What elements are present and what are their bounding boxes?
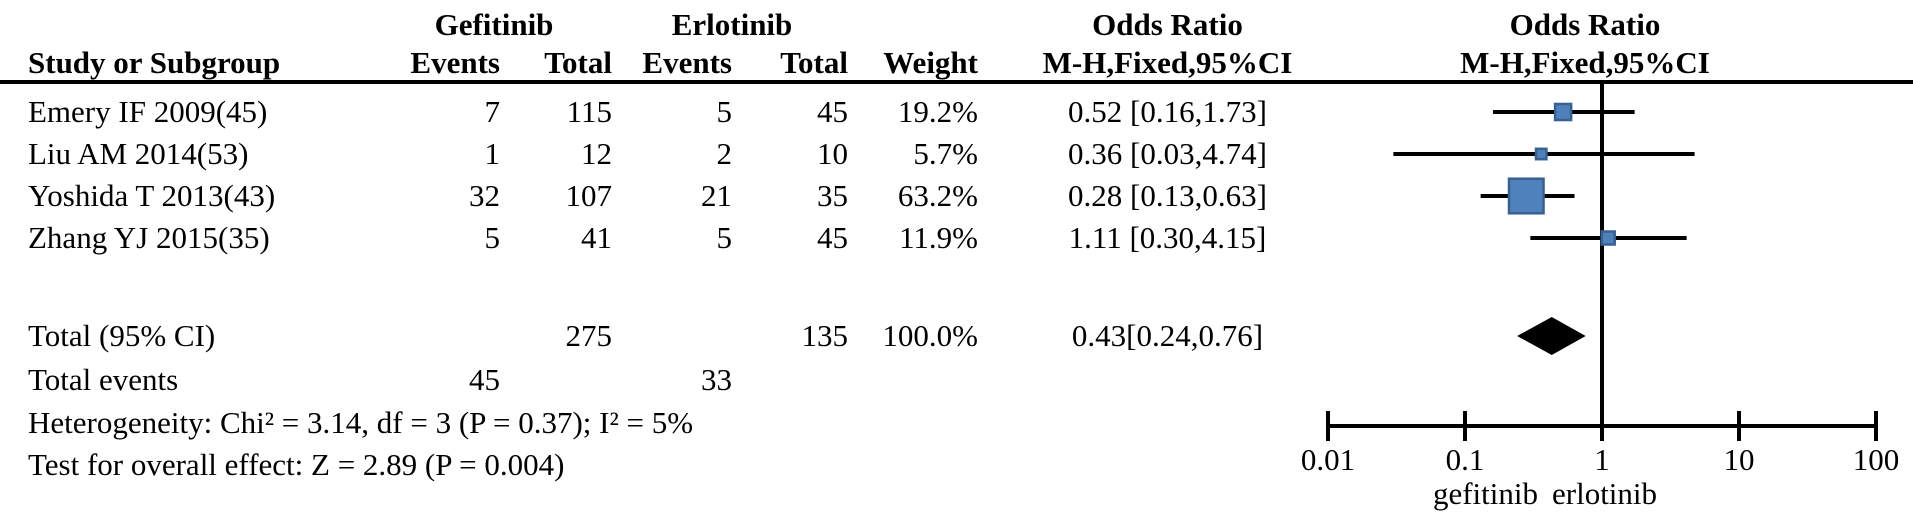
table-row: Yoshida T 2013(43) 32 107 21 35 63.2% 0.… xyxy=(0,177,1913,215)
study-label: Zhang YJ 2015(35) xyxy=(28,220,270,255)
weight-value: 5.7% xyxy=(913,136,978,171)
erl-events: 5 xyxy=(716,220,733,255)
total-row: Total (95% CI) 275 135 100.0% 0.43[0.24,… xyxy=(0,317,1913,355)
erl-events: 21 xyxy=(701,178,732,213)
gef-total: 107 xyxy=(565,178,613,213)
total-weight: 100.0% xyxy=(882,318,978,353)
overall-effect-text: Test for overall effect: Z = 2.89 (P = 0… xyxy=(28,447,565,482)
gef-total: 115 xyxy=(566,94,612,129)
total-label: Total (95% CI) xyxy=(28,318,216,353)
erl-events: 2 xyxy=(716,136,733,171)
gef-events: 5 xyxy=(484,220,501,255)
odds-ratio-title-plot: Odds Ratio xyxy=(1509,7,1661,42)
or-ci-value: 0.52 [0.16,1.73] xyxy=(1068,94,1267,129)
table-row: Emery IF 2009(45) 7 115 5 45 19.2% 0.52 … xyxy=(0,93,1913,131)
or-ci-value: 0.28 [0.13,0.63] xyxy=(1068,178,1267,213)
gef-events: 32 xyxy=(469,178,500,213)
column-header-row: Study or Subgroup Events Total Events To… xyxy=(0,44,1913,82)
col-header-erl-events: Events xyxy=(642,45,732,80)
overall-effect-row: Test for overall effect: Z = 2.89 (P = 0… xyxy=(0,446,1913,484)
erl-total: 35 xyxy=(817,178,848,213)
total-events-gefitinib: 45 xyxy=(469,362,500,397)
weight-value: 63.2% xyxy=(897,178,978,213)
group-header-erlotinib: Erlotinib xyxy=(671,7,793,42)
total-events-label: Total events xyxy=(28,362,179,397)
weight-value: 19.2% xyxy=(897,94,978,129)
gef-events: 7 xyxy=(484,94,501,129)
erl-events: 5 xyxy=(716,94,733,129)
table-row: Zhang YJ 2015(35) 5 41 5 45 11.9% 1.11 [… xyxy=(0,219,1913,257)
total-erl-total: 135 xyxy=(801,318,849,353)
total-events-erlotinib: 33 xyxy=(701,362,732,397)
study-label: Emery IF 2009(45) xyxy=(28,94,268,129)
group-header-gefitinib: Gefitinib xyxy=(434,7,554,42)
erl-total: 45 xyxy=(817,94,848,129)
col-header-method-text: M-H,Fixed,95%CI xyxy=(1042,45,1293,80)
total-gef-total: 275 xyxy=(565,318,613,353)
col-header-study: Study or Subgroup xyxy=(28,45,281,80)
erl-total: 10 xyxy=(817,136,848,171)
study-label: Yoshida T 2013(43) xyxy=(28,178,276,213)
gef-total: 41 xyxy=(581,220,612,255)
total-or-ci: 0.43[0.24,0.76] xyxy=(1071,318,1264,353)
gef-total: 12 xyxy=(581,136,612,171)
col-header-method-plot: M-H,Fixed,95%CI xyxy=(1460,45,1710,80)
or-ci-value: 0.36 [0.03,4.74] xyxy=(1068,136,1267,171)
col-header-gef-events: Events xyxy=(410,45,500,80)
col-header-erl-total: Total xyxy=(780,45,848,80)
heterogeneity-text: Heterogeneity: Chi² = 3.14, df = 3 (P = … xyxy=(28,405,694,440)
odds-ratio-title-text: Odds Ratio xyxy=(1092,7,1243,42)
erl-total: 45 xyxy=(817,220,848,255)
col-header-weight: Weight xyxy=(883,45,978,80)
study-label: Liu AM 2014(53) xyxy=(28,136,249,171)
gef-events: 1 xyxy=(484,136,501,171)
table-row: Liu AM 2014(53) 1 12 2 10 5.7% 0.36 [0.0… xyxy=(0,135,1913,173)
group-header-row: Gefitinib Erlotinib Odds Ratio Odds Rati… xyxy=(0,6,1913,44)
heterogeneity-row: Heterogeneity: Chi² = 3.14, df = 3 (P = … xyxy=(0,404,1913,442)
col-header-gef-total: Total xyxy=(544,45,612,80)
or-ci-value: 1.11 [0.30,4.15] xyxy=(1068,220,1267,255)
header-divider-line xyxy=(0,80,1913,84)
total-events-row: Total events 45 33 xyxy=(0,361,1913,399)
weight-value: 11.9% xyxy=(899,220,978,255)
